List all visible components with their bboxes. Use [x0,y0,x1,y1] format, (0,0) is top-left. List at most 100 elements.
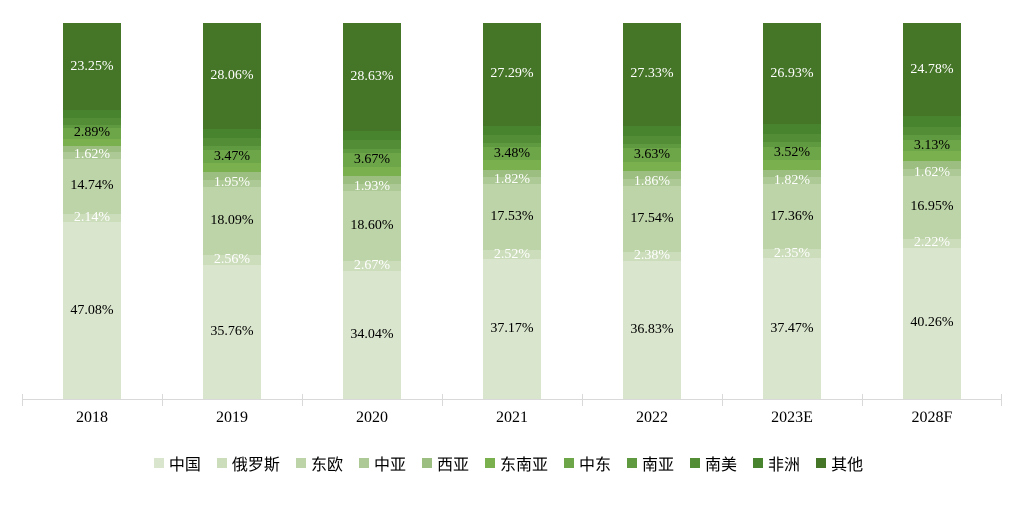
bar-segment-china [343,271,401,399]
x-axis-line [22,399,1002,400]
bar-segment-africa [623,125,681,136]
bar-segment-central-asia [63,152,121,159]
legend-item-africa: 非洲 [753,451,800,475]
bar-segment-china [763,258,821,399]
plot-area: 47.08% 2.14% 14.74% 1.62% 2.89% 23.25% 35.76% 2… [22,23,1002,406]
bar-2019: 35.76% 2.56% 18.09% 1.95% 3.47% 28.06% [203,23,261,399]
bar-segment-central-asia [203,179,261,187]
data-label-central-asia: 1.86% [633,174,671,190]
bar-segment-eastern-europe [623,185,681,252]
data-label-middle-east: 2.89% [73,125,111,141]
bar-segment-eastern-europe [203,186,261,255]
legend-swatch-south-asia [627,458,638,468]
bar-segment-south-america [63,118,121,125]
bar-segment-middle-east [63,128,121,139]
bar-segment-other [763,23,821,125]
bar-segment-other [63,23,121,111]
data-label-middle-east: 3.13% [913,137,951,153]
data-label-other: 28.63% [350,68,394,84]
x-axis-tick [722,394,723,406]
legend-swatch-west-asia [421,458,432,468]
data-label-central-asia: 1.62% [913,164,951,180]
x-axis-tick [1001,394,1002,406]
bar-segment-middle-east [623,147,681,162]
x-axis-tick [162,394,163,406]
bar-2020: 34.04% 2.67% 18.60% 1.93% 3.67% 28.63% [343,23,401,399]
bar-segment-russia [903,239,961,248]
data-label-china: 37.47% [770,320,814,336]
legend-item-south-america: 南美 [690,451,737,475]
legend-label-south-america: 南美 [705,457,738,474]
bar-segment-china [903,247,961,399]
legend-label-west-asia: 西亚 [436,457,469,474]
data-label-middle-east: 3.48% [493,145,531,161]
data-label-middle-east: 3.63% [633,146,671,162]
data-label-middle-east: 3.67% [353,151,391,167]
legend-label-other: 其他 [831,457,864,474]
bar-segment-other [343,23,401,131]
legend-label-central-asia: 中亚 [373,457,406,474]
data-label-china: 35.76% [210,323,254,339]
bar-2022: 36.83% 2.38% 17.54% 1.86% 3.63% 27.33% [623,23,681,399]
bar-segment-middle-east [903,139,961,152]
bar-segment-southeast-asia [203,163,261,173]
bar-segment-africa [763,124,821,135]
bar-segment-central-asia [623,178,681,186]
bar-segment-russia [483,249,541,260]
bar-segment-south-america [903,126,961,136]
legend-item-central-asia: 中亚 [358,451,406,475]
x-tick-label-2021: 2021 [496,409,528,426]
data-label-other: 27.29% [490,66,534,82]
bar-segment-southeast-asia [903,151,961,162]
bar-segment-africa [203,128,261,138]
bar-segment-central-asia [763,177,821,185]
bar-2021: 37.17% 2.52% 17.53% 1.82% 3.48% 27.29% [483,23,541,399]
legend-swatch-other [816,458,827,468]
bar-segment-middle-east [763,146,821,160]
data-label-eastern-europe: 17.53% [490,208,534,224]
data-label-other: 28.06% [210,67,254,83]
bar-segment-west-asia [63,146,121,153]
x-axis-tick [582,394,583,406]
legend-item-west-asia: 西亚 [421,451,469,475]
data-label-china: 37.17% [490,321,534,337]
legend-swatch-africa [753,458,764,468]
data-label-eastern-europe: 17.54% [630,210,674,226]
bar-segment-russia [623,251,681,261]
bar-segment-middle-east [483,147,541,161]
data-label-russia: 2.56% [213,251,251,267]
bar-segment-middle-east [343,152,401,167]
data-label-other: 23.25% [70,58,114,74]
bar-segment-other [903,23,961,117]
data-label-china: 34.04% [350,327,394,343]
bar-segment-china [483,259,541,399]
data-label-russia: 2.38% [633,248,671,264]
bar-segment-africa [483,125,541,136]
bar-segment-china [203,264,261,399]
bar-2018: 47.08% 2.14% 14.74% 1.62% 2.89% 23.25% [63,23,121,399]
data-label-eastern-europe: 17.36% [770,208,814,224]
x-axis-tick [442,394,443,406]
legend-swatch-eastern-europe [295,458,306,468]
legend-item-eastern-europe: 东欧 [295,451,343,475]
bar-segment-china [63,221,121,399]
data-label-eastern-europe: 18.09% [210,212,254,228]
bar-segment-russia [763,249,821,259]
stacked-bar-chart: 47.08% 2.14% 14.74% 1.62% 2.89% 23.25% 35.76% 2… [0,23,1017,513]
bar-segment-south-america [623,135,681,144]
legend-swatch-middle-east [564,458,574,468]
data-label-central-asia: 1.93% [353,179,391,195]
x-axis-tick [22,394,23,406]
bar-segment-southeast-asia [343,166,401,177]
x-tick-label-2020: 2020 [356,409,388,426]
legend-label-eastern-europe: 东欧 [310,457,343,474]
bar-segment-central-asia [903,169,961,176]
bar-segment-central-asia [483,177,541,184]
legend-item-other: 其他 [816,451,863,475]
bar-segment-africa [903,116,961,127]
data-label-central-asia: 1.95% [213,175,251,191]
legend-label-south-asia: 南亚 [642,457,675,474]
bar-segment-central-asia [343,183,401,192]
data-label-russia: 2.35% [773,245,811,261]
legend-item-china: 中国 [153,451,201,475]
